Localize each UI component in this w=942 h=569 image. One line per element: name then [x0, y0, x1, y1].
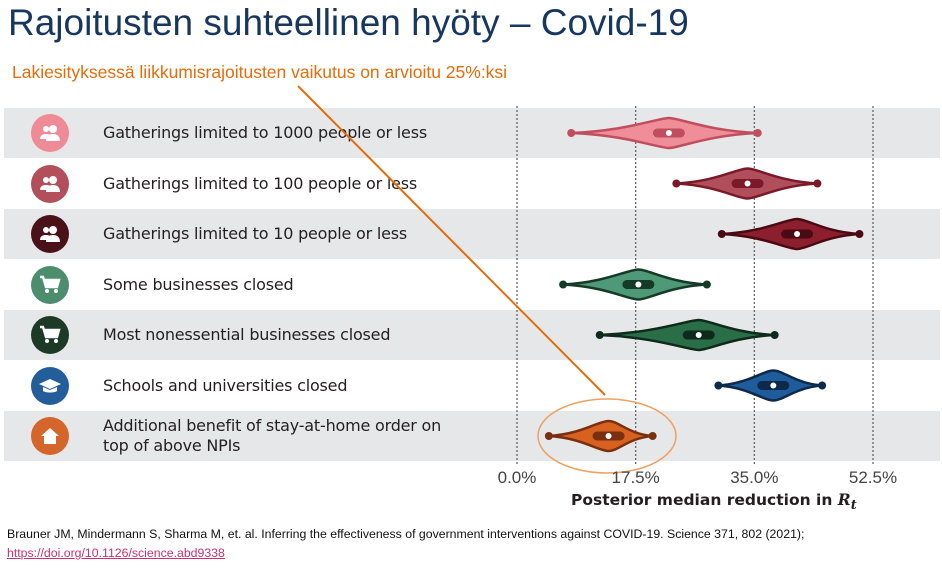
chart-row: Some businesses closed: [4, 260, 940, 310]
people-icon: [31, 114, 69, 152]
violin-max-point: [770, 331, 779, 339]
slide-title: Rajoitusten suhteellinen hyöty – Covid-1…: [8, 2, 689, 43]
x-axis-label: Posterior median reduction in Rt: [571, 490, 857, 513]
violin-min-point: [672, 179, 681, 188]
violin-max-point: [702, 280, 711, 289]
citation: Brauner JM, Mindermann S, Sharma M, et. …: [7, 527, 805, 541]
category-label: Gatherings limited to 10 people or less: [103, 224, 408, 243]
violin-median-point: [695, 332, 702, 338]
category-label: Schools and universities closed: [103, 375, 348, 395]
violin-median-point: [794, 231, 801, 237]
x-tick-label: 0.0%: [497, 468, 537, 487]
doi-link[interactable]: https://doi.org/10.1126/science.abd9338: [7, 546, 225, 560]
violin-min-point: [714, 381, 723, 390]
house-icon: [31, 417, 69, 455]
violin-min-point: [595, 331, 604, 339]
violin-min-point: [717, 230, 726, 238]
violin-max-point: [813, 179, 822, 188]
annotation-text: Lakiesityksessä liikkumisrajoitusten vai…: [12, 62, 508, 82]
category-label: Most nonessential businesses closed: [103, 325, 391, 344]
violin-median-point: [605, 433, 612, 439]
violin-min-point: [567, 129, 576, 137]
chart-row: Most nonessential businesses closed: [4, 310, 940, 360]
x-tick-label: 17.5%: [611, 468, 660, 487]
chart-row: Gatherings limited to 1000 people or les…: [4, 108, 940, 158]
x-tick-label: 52.5%: [848, 468, 898, 487]
people-icon: [31, 215, 69, 253]
violin-max-point: [753, 129, 762, 137]
violin-min-point: [544, 432, 553, 440]
violin-median-point: [770, 382, 777, 389]
violin-max-point: [818, 381, 827, 390]
chart-row: Additional benefit of stay-at-home order…: [4, 411, 940, 461]
violin-median-point: [665, 130, 672, 136]
shopping-cart-icon: [31, 265, 69, 304]
x-tick-label: 35.0%: [730, 468, 779, 487]
violin-max-point: [648, 432, 657, 440]
x-axis-label-text: Posterior median reduction in: [571, 491, 838, 509]
graduation-cap-icon: [31, 366, 69, 405]
violin-max-point: [855, 230, 864, 238]
category-label: Additional benefit of stay-at-home order…: [103, 416, 442, 455]
people-icon: [31, 164, 69, 203]
x-axis-label-subscript: t: [850, 498, 857, 514]
category-label: Gatherings limited to 100 people or less: [103, 173, 417, 193]
violin-min-point: [559, 280, 568, 289]
chart-row: Gatherings limited to 100 people or less: [4, 159, 940, 209]
violin-median-point: [744, 180, 751, 187]
category-label: Some businesses closed: [103, 274, 294, 294]
annotation-highlight-ellipse: [537, 398, 677, 474]
category-label: Gatherings limited to 1000 people or les…: [103, 123, 427, 142]
shopping-cart-icon: [31, 316, 69, 354]
chart-row: Schools and universities closed: [4, 361, 940, 411]
x-axis-label-r: R: [837, 490, 851, 509]
annotation-arrow-line: [297, 85, 606, 396]
violin-median-point: [635, 281, 642, 288]
